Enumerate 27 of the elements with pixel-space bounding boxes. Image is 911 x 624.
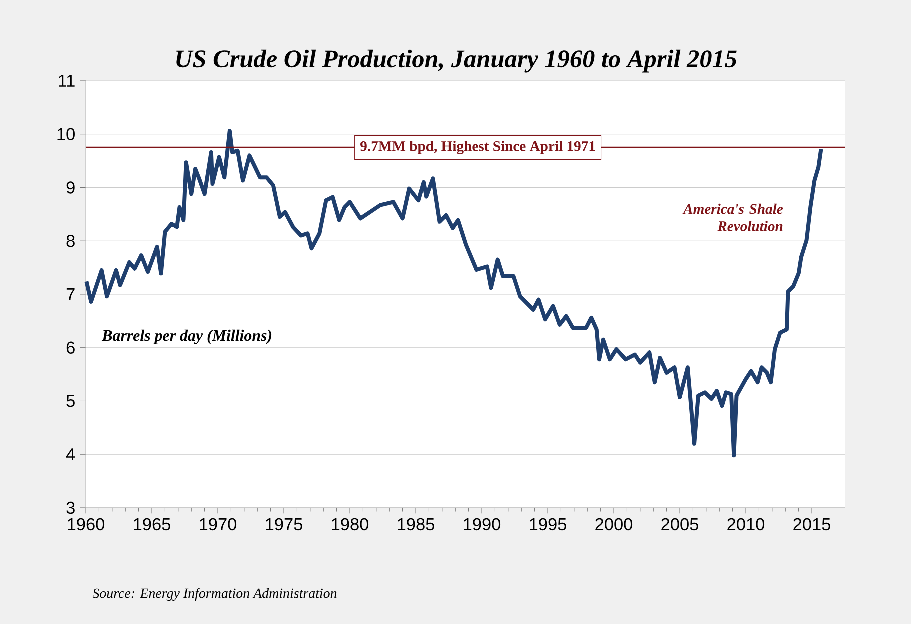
y-tick-label: 10 xyxy=(58,128,75,140)
x-tick-label: 1960 xyxy=(68,518,105,531)
y-tick-label: 6 xyxy=(66,342,75,354)
x-tick-label: 1970 xyxy=(200,518,237,531)
chart-title: US Crude Oil Production, January 1960 to April 2015 xyxy=(176,50,737,73)
ref-line-label: 9.7MM bpd, Highest Since April 1971 xyxy=(360,141,596,154)
y-tick-label: 3 xyxy=(66,502,75,514)
y-tick-label: 9 xyxy=(66,182,75,194)
y-tick-label: 11 xyxy=(59,75,75,87)
y-tick-label: 4 xyxy=(66,448,76,461)
y-tick-label: 7 xyxy=(66,288,75,300)
x-tick-label: 1990 xyxy=(464,518,501,531)
y-axis-title: Barrels per day (Millions) xyxy=(102,330,272,344)
annotation: America's Shale Revolution xyxy=(682,204,784,232)
x-tick-label: 2005 xyxy=(662,518,698,531)
x-tick-label: 1965 xyxy=(134,518,170,531)
x-tick-label: 1995 xyxy=(530,518,566,531)
x-tick-label: 2000 xyxy=(596,518,633,531)
line-series xyxy=(84,129,824,458)
x-tick-label: 1985 xyxy=(398,518,434,531)
x-tick-label: 1975 xyxy=(266,518,302,531)
source-note: Source: Energy Information Administration xyxy=(92,588,337,602)
x-tick-label: 1980 xyxy=(332,518,369,531)
y-tick-label: 8 xyxy=(66,234,75,248)
y-tick-label: 5 xyxy=(66,395,75,408)
x-tick-label: 2015 xyxy=(794,518,830,531)
x-tick-label: 2010 xyxy=(728,518,765,531)
